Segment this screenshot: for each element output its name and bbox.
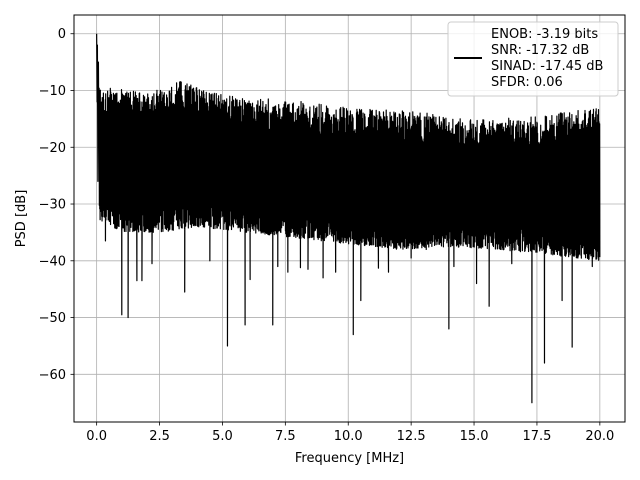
x-tick-label: 2.5 (149, 429, 170, 444)
y-tick-label: 0 (58, 27, 66, 42)
legend-line-enob: ENOB: -3.19 bits (491, 27, 598, 42)
psd-series (96, 33, 601, 404)
y-axis-ticks: 0 −10 −20 −30 −40 −50 −60 (39, 27, 74, 383)
legend-box (447, 21, 619, 97)
y-tick-label: −20 (39, 141, 66, 156)
x-tick-label: 12.5 (397, 429, 426, 444)
x-tick-label: 17.5 (522, 429, 551, 444)
y-tick-label: −40 (39, 254, 66, 269)
x-tick-label: 5.0 (212, 429, 233, 444)
x-tick-label: 7.5 (275, 429, 296, 444)
legend: ENOB: -3.19 bits SNR: -17.32 dB SINAD: -… (447, 21, 619, 97)
x-tick-label: 10.0 (334, 429, 363, 444)
x-tick-label: 15.0 (460, 429, 489, 444)
x-axis-label: Frequency [MHz] (295, 451, 404, 466)
y-tick-label: −30 (39, 198, 66, 213)
y-tick-label: −60 (39, 368, 66, 383)
legend-line-sfdr: SFDR: 0.06 (491, 75, 563, 90)
legend-line-snr: SNR: -17.32 dB (491, 43, 589, 58)
x-axis-ticks: 0.0 2.5 5.0 7.5 10.0 12.5 15.0 17.5 20.0 (86, 422, 614, 444)
plot-frame (73, 14, 626, 423)
legend-line-sinad: SINAD: -17.45 dB (491, 59, 603, 74)
x-tick-label: 20.0 (585, 429, 614, 444)
x-tick-label: 0.0 (86, 429, 107, 444)
y-tick-label: −10 (39, 84, 66, 99)
y-tick-label: −50 (39, 311, 66, 326)
y-axis-label: PSD [dB] (14, 190, 29, 248)
psd-line (96, 33, 601, 404)
legend-text: ENOB: -3.19 bits SNR: -17.32 dB SINAD: -… (491, 27, 608, 90)
